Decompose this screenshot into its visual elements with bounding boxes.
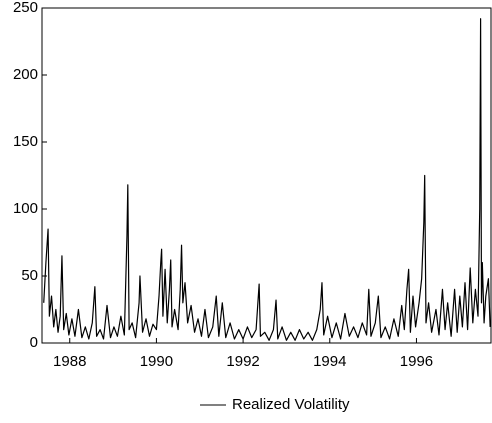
y-tick-label: 100 bbox=[13, 200, 38, 217]
plot-frame bbox=[41, 7, 492, 344]
y-tick-label: 250 bbox=[13, 0, 38, 16]
x-tick-label: 1990 bbox=[140, 353, 173, 370]
x-tick-label: 1996 bbox=[400, 353, 433, 370]
y-tick-label: 150 bbox=[13, 133, 38, 150]
x-tick-label: 1988 bbox=[53, 353, 86, 370]
x-tick-label: 1992 bbox=[226, 353, 259, 370]
x-tick-label: 1994 bbox=[313, 353, 346, 370]
y-tick-label: 0 bbox=[30, 334, 38, 351]
y-tick-label: 50 bbox=[21, 267, 38, 284]
y-tick-label: 200 bbox=[13, 66, 38, 83]
series-line bbox=[43, 18, 491, 341]
legend-label: Realized Volatility bbox=[232, 396, 350, 413]
